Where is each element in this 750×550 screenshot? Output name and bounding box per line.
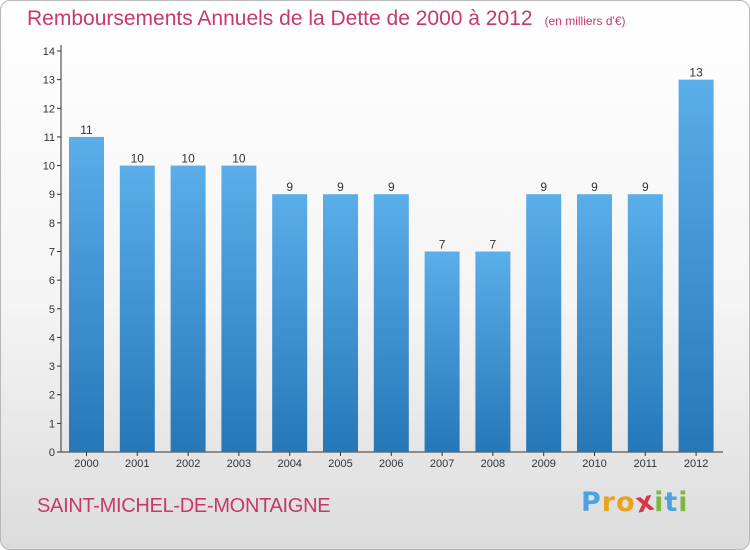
bar (272, 194, 308, 452)
x-tick-label: 2001 (125, 458, 149, 470)
data-label: 9 (286, 180, 293, 194)
x-tick-label: 2004 (277, 458, 301, 470)
x-tick-label: 2005 (328, 458, 352, 470)
data-label: 7 (490, 238, 497, 252)
logo-letter: i (678, 487, 689, 518)
proxiti-logo: Proxiti (581, 485, 689, 519)
x-tick-label: 2003 (227, 458, 251, 470)
y-tick-label: 13 (43, 75, 55, 87)
data-label: 9 (642, 180, 649, 194)
data-label: 9 (388, 180, 395, 194)
bar (323, 194, 358, 452)
bar (119, 165, 155, 453)
x-tick-label: 2010 (582, 458, 606, 470)
title-text: Remboursements Annuels de la Dette de 20… (27, 7, 533, 30)
bar (678, 79, 714, 453)
y-tick-label: 11 (44, 132, 55, 144)
bar (577, 194, 612, 452)
bar (475, 251, 511, 452)
data-label: 11 (80, 123, 93, 137)
data-label: 10 (181, 152, 195, 166)
x-tick-label: 2007 (430, 458, 454, 470)
bar (170, 165, 206, 453)
data-label: 7 (439, 238, 446, 252)
data-label: 9 (540, 180, 547, 194)
x-tick-label: 2012 (684, 458, 708, 470)
y-tick-label: 5 (49, 304, 55, 316)
x-tick-label: 2006 (379, 458, 403, 470)
x-tick-label: 2009 (531, 458, 555, 470)
data-label: 10 (232, 152, 246, 166)
logo-letter: P (581, 487, 602, 518)
data-label: 9 (591, 180, 598, 194)
y-tick-label: 10 (43, 161, 55, 173)
y-tick-label: 8 (49, 218, 55, 230)
y-tick-label: 9 (49, 189, 55, 201)
y-tick-label: 1 (49, 418, 55, 430)
x-tick-label: 2000 (74, 458, 98, 470)
data-label: 9 (337, 180, 344, 194)
logo-letter: t (664, 487, 679, 518)
y-tick-label: 0 (49, 447, 55, 459)
chart-title: Remboursements Annuels de la Dette de 20… (27, 7, 626, 31)
logo-letter: i (654, 487, 665, 518)
commune-name: SAINT-MICHEL-DE-MONTAIGNE (37, 495, 331, 517)
y-tick-label: 14 (43, 46, 55, 58)
bar (526, 194, 562, 452)
x-tick-label: 2011 (633, 458, 657, 470)
logo-letter: r (601, 487, 617, 518)
bar (627, 194, 663, 452)
y-tick-label: 2 (49, 390, 55, 402)
title-unit: (en milliers d'€) (544, 14, 626, 28)
bar (221, 165, 257, 453)
bar (373, 194, 409, 452)
y-tick-label: 12 (43, 103, 55, 115)
y-tick-label: 7 (49, 247, 55, 259)
y-tick-label: 6 (49, 275, 55, 287)
bar (69, 136, 104, 452)
data-label: 13 (689, 66, 703, 80)
x-tick-label: 2002 (176, 458, 200, 470)
x-tick-label: 2008 (481, 458, 505, 470)
data-label: 10 (131, 152, 145, 166)
bar (424, 251, 460, 452)
y-tick-label: 4 (49, 332, 55, 344)
logo-letter: o (616, 487, 636, 518)
y-tick-label: 3 (49, 361, 55, 373)
